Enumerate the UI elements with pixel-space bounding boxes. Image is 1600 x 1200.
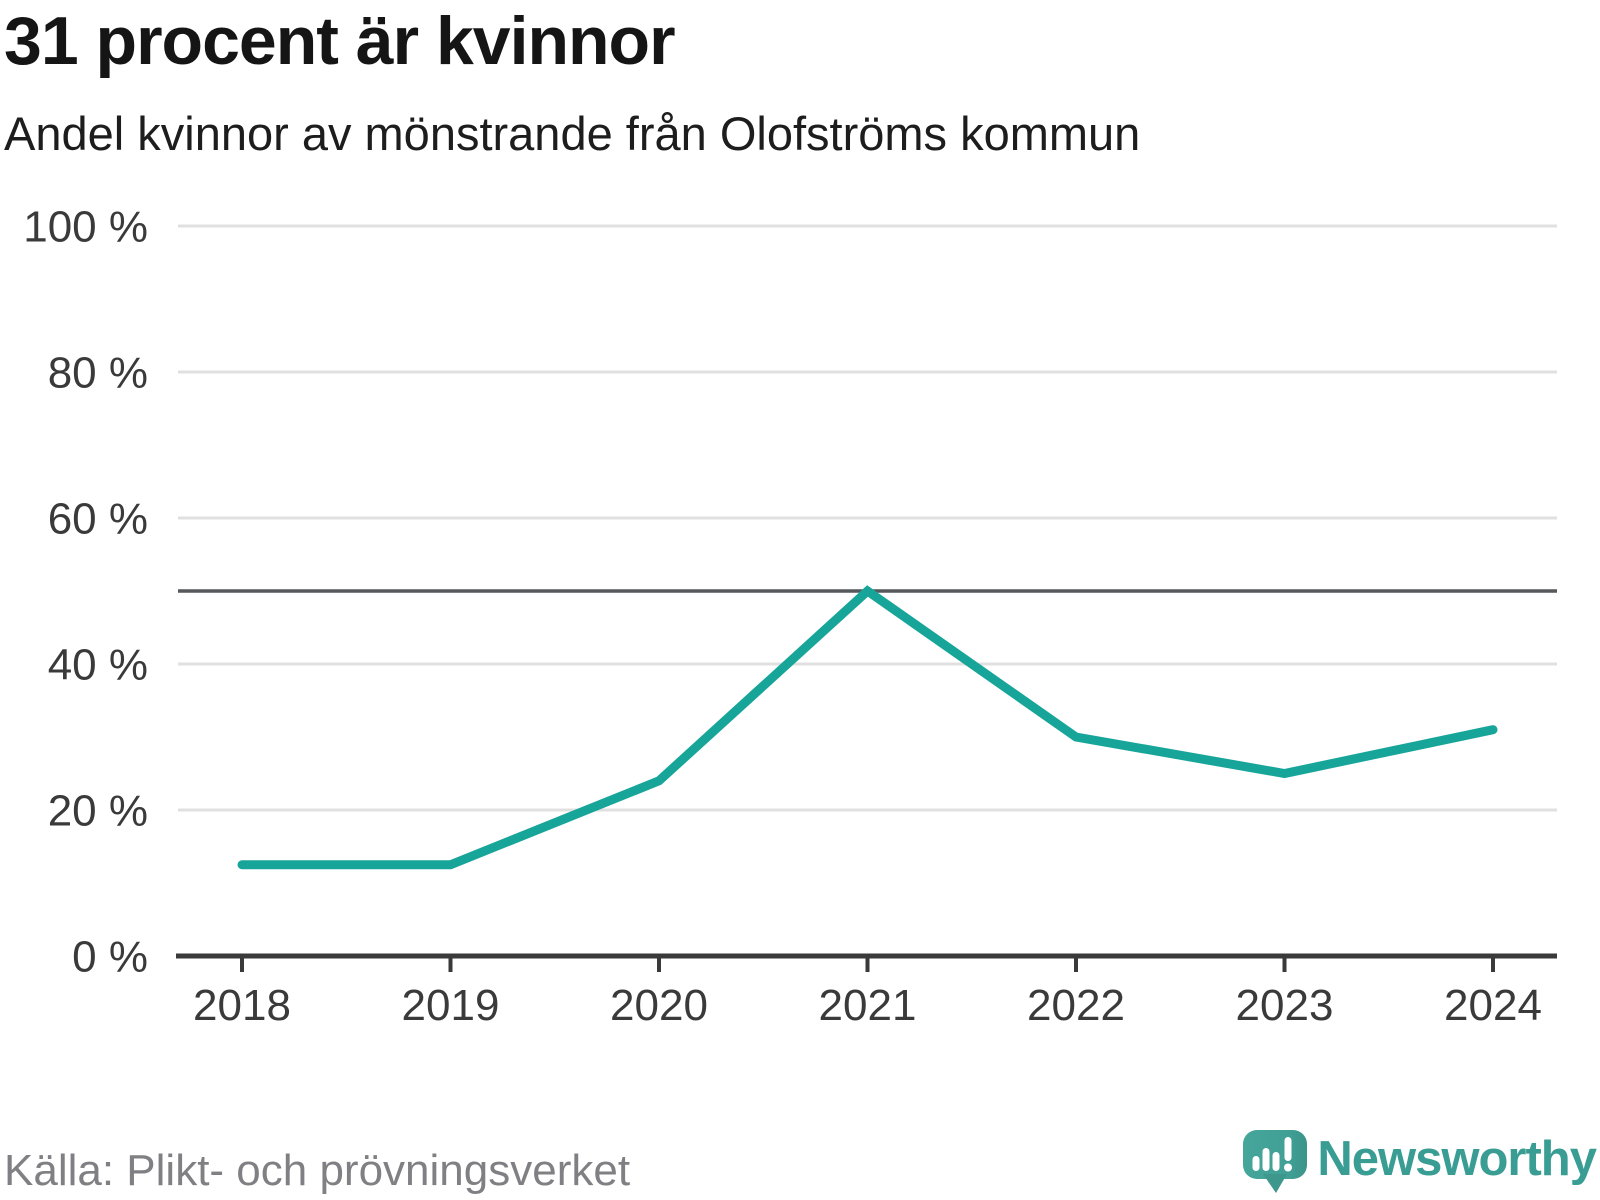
x-tick-label: 2018 xyxy=(193,981,291,1030)
y-tick-label: 60 % xyxy=(48,494,148,543)
x-tick-label: 2020 xyxy=(610,981,708,1030)
line-chart: 2018 2019 2020 2021 2022 2023 2024 0 % 20 % 40 % 6… xyxy=(23,202,1557,1030)
y-tick-label: 40 % xyxy=(48,640,148,689)
bar-chart-exclamation-glyph xyxy=(1252,1137,1293,1172)
source-caption: Källa: Plikt- och prövningsverket xyxy=(4,1146,631,1195)
data-line-andel-kvinnor xyxy=(237,585,1498,870)
x-tick-label: 2021 xyxy=(819,981,917,1030)
x-tick-label: 2022 xyxy=(1027,981,1125,1030)
y-tick-label: 80 % xyxy=(48,348,148,397)
x-tick-label: 2023 xyxy=(1236,981,1334,1030)
newsworthy-logo-wordmark: Newsworthy xyxy=(1317,1131,1597,1186)
y-tick-label: 0 % xyxy=(72,932,148,981)
x-tick-label: 2019 xyxy=(402,981,500,1030)
page-subtitle: Andel kvinnor av mönstrande från Olofstr… xyxy=(4,107,1141,160)
y-tick-label: 100 % xyxy=(23,202,148,251)
newsworthy-logo-icon xyxy=(1243,1130,1308,1193)
newsworthy-logo[interactable]: Newsworthy xyxy=(1243,1130,1597,1194)
y-tick-label: 20 % xyxy=(48,786,148,835)
page-title: 31 procent är kvinnor xyxy=(4,3,676,79)
x-tick-label: 2024 xyxy=(1444,981,1542,1030)
